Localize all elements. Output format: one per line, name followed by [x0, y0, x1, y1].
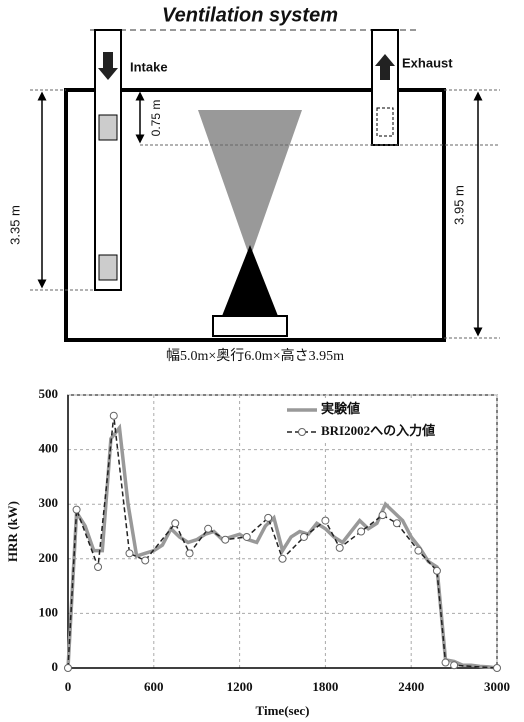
caption: 幅5.0m×奥行6.0m×高さ3.95m [166, 347, 344, 364]
legend-label: BRI2002への入力値 [321, 423, 435, 438]
data-point [65, 665, 72, 672]
data-point [415, 547, 422, 554]
intake-vent [99, 115, 117, 140]
legend-label: 実験値 [321, 401, 360, 416]
y-tick-label: 0 [52, 659, 59, 674]
data-point [336, 544, 343, 551]
data-point [451, 662, 458, 669]
data-point [300, 533, 307, 540]
dim-left: 3.35 m [7, 205, 22, 245]
y-tick-label: 300 [39, 495, 59, 510]
x-tick-label: 0 [65, 679, 72, 694]
plume [198, 110, 302, 258]
data-point [279, 555, 286, 562]
x-tick-label: 2400 [398, 679, 424, 694]
data-point [433, 567, 440, 574]
diagram-title: Ventilation system [162, 4, 338, 26]
y-axis-label: HRR (kW) [5, 501, 20, 562]
data-point [243, 533, 250, 540]
figure: Ventilation system Intake Exhaust 0.75 m… [0, 0, 524, 722]
data-point [142, 557, 149, 564]
data-point [205, 525, 212, 532]
x-tick-label: 1800 [312, 679, 338, 694]
fire [222, 245, 278, 316]
data-point [358, 528, 365, 535]
data-point [393, 520, 400, 527]
burner [213, 316, 287, 336]
data-point [442, 659, 449, 666]
y-tick-label: 100 [39, 604, 59, 619]
x-tick-label: 3000 [484, 679, 510, 694]
data-point [322, 517, 329, 524]
exhaust-duct [372, 30, 398, 145]
y-tick-label: 500 [39, 386, 59, 401]
data-point [222, 536, 229, 543]
data-point [494, 665, 501, 672]
intake-vent [99, 255, 117, 280]
dim-right: 3.95 m [451, 185, 466, 225]
data-point [265, 514, 272, 521]
x-axis-label: Time(sec) [256, 703, 310, 718]
data-point [186, 550, 193, 557]
chart: 0 100 200 300 400 500 0 600 1200 1800 2400 3000 Time… [5, 386, 510, 718]
data-point [95, 563, 102, 570]
data-point [379, 512, 386, 519]
y-tick-label: 400 [39, 441, 59, 456]
intake-label: Intake [130, 59, 168, 74]
data-point [126, 550, 133, 557]
data-point [110, 412, 117, 419]
dim-top: 0.75 m [149, 100, 163, 137]
x-tick-label: 600 [144, 679, 164, 694]
x-tick-label: 1200 [227, 679, 253, 694]
data-point [172, 520, 179, 527]
exhaust-label: Exhaust [402, 55, 453, 70]
diagram: Ventilation system Intake Exhaust 0.75 m… [7, 4, 500, 364]
legend-marker [299, 429, 306, 436]
y-tick-label: 200 [39, 550, 59, 565]
data-point [73, 506, 80, 513]
